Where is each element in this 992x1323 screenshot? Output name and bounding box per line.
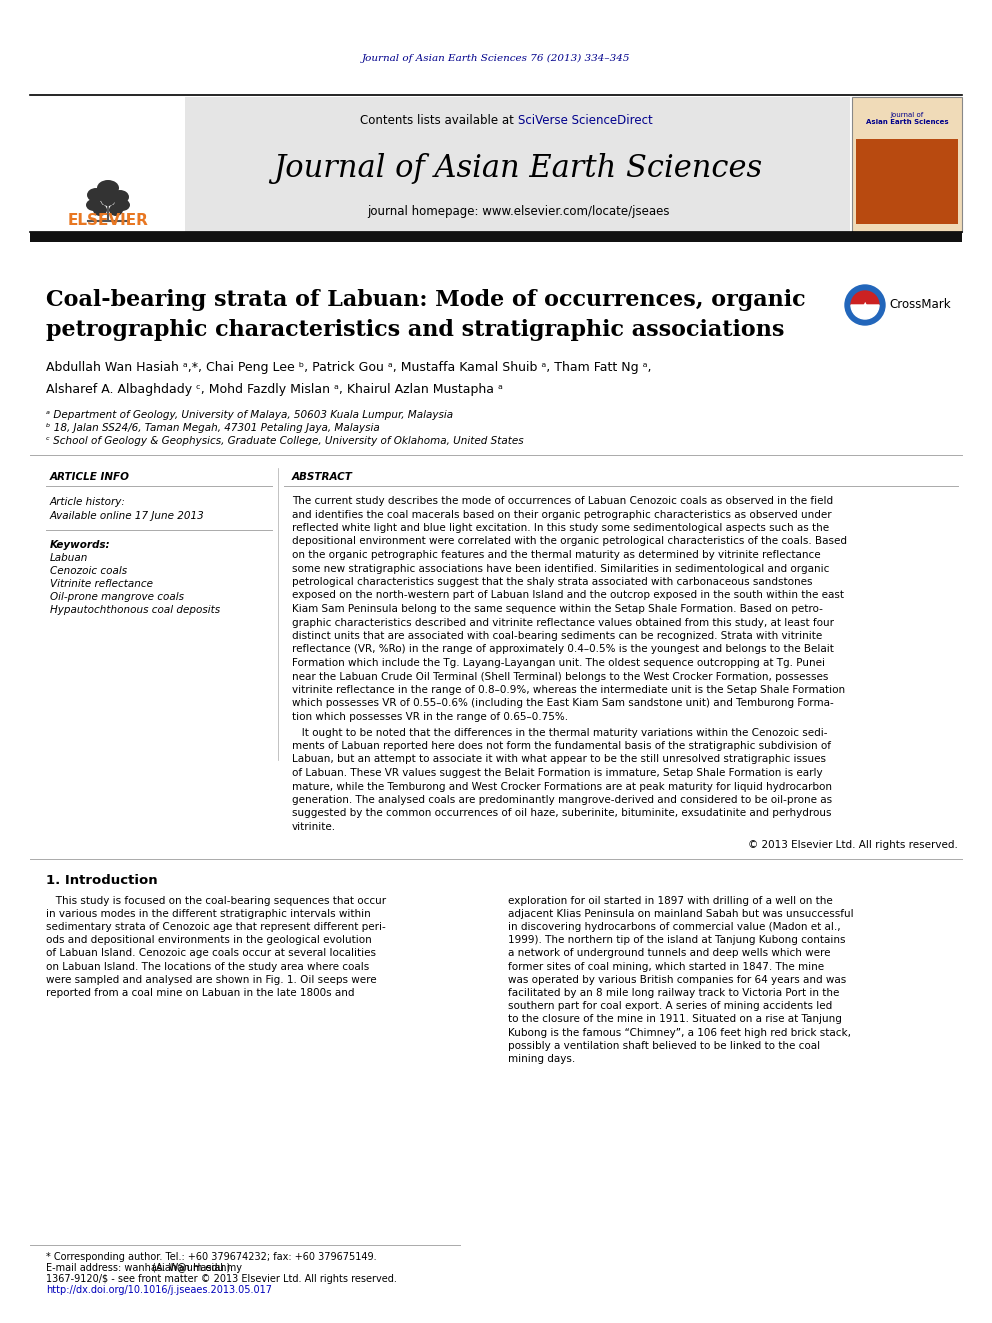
Text: Journal of: Journal of xyxy=(891,112,924,118)
Text: of Labuan. These VR values suggest the Belait Formation is immature, Setap Shale: of Labuan. These VR values suggest the B… xyxy=(292,767,822,778)
Ellipse shape xyxy=(101,194,115,206)
Text: ARTICLE INFO: ARTICLE INFO xyxy=(50,472,130,482)
Text: ELSEVIER: ELSEVIER xyxy=(67,213,149,228)
Text: Keywords:: Keywords: xyxy=(50,540,111,550)
Ellipse shape xyxy=(97,180,119,196)
Text: ᶜ School of Geology & Geophysics, Graduate College, University of Oklahoma, Unit: ᶜ School of Geology & Geophysics, Gradua… xyxy=(46,437,524,446)
Text: Oil-prone mangrove coals: Oil-prone mangrove coals xyxy=(50,591,184,602)
Text: The current study describes the mode of occurrences of Labuan Cenozoic coals as : The current study describes the mode of … xyxy=(292,496,833,505)
Text: ᵇ 18, Jalan SS24/6, Taman Megah, 47301 Petaling Jaya, Malaysia: ᵇ 18, Jalan SS24/6, Taman Megah, 47301 P… xyxy=(46,423,380,433)
Text: Article history:: Article history: xyxy=(50,497,126,507)
Ellipse shape xyxy=(111,191,129,204)
Circle shape xyxy=(845,284,885,325)
Text: 1367-9120/$ - see front matter © 2013 Elsevier Ltd. All rights reserved.: 1367-9120/$ - see front matter © 2013 El… xyxy=(46,1274,397,1285)
Text: sedimentary strata of Cenozoic age that represent different peri-: sedimentary strata of Cenozoic age that … xyxy=(46,922,386,931)
Text: adjacent Klias Peninsula on mainland Sabah but was unsuccessful: adjacent Klias Peninsula on mainland Sab… xyxy=(508,909,854,918)
Text: reflectance (VR, %Ro) in the range of approximately 0.4–0.5% is the youngest and: reflectance (VR, %Ro) in the range of ap… xyxy=(292,644,834,655)
Text: Available online 17 June 2013: Available online 17 June 2013 xyxy=(50,511,204,521)
Text: CrossMark: CrossMark xyxy=(889,299,950,311)
Text: It ought to be noted that the differences in the thermal maturity variations wit: It ought to be noted that the difference… xyxy=(292,728,827,737)
Text: E-mail address: wanhasiah@um.edu.my: E-mail address: wanhasiah@um.edu.my xyxy=(46,1263,242,1273)
Text: was operated by various British companies for 64 years and was: was operated by various British companie… xyxy=(508,975,846,984)
Ellipse shape xyxy=(87,188,105,202)
Text: depositional environment were correlated with the organic petrological character: depositional environment were correlated… xyxy=(292,537,847,546)
Text: on the organic petrographic features and the thermal maturity as determined by v: on the organic petrographic features and… xyxy=(292,550,820,560)
Text: on Labuan Island. The locations of the study area where coals: on Labuan Island. The locations of the s… xyxy=(46,962,369,971)
Text: Labuan, but an attempt to associate it with what appear to be the still unresolv: Labuan, but an attempt to associate it w… xyxy=(292,754,826,765)
Text: former sites of coal mining, which started in 1847. The mine: former sites of coal mining, which start… xyxy=(508,962,824,971)
Text: * Corresponding author. Tel.: +60 379674232; fax: +60 379675149.: * Corresponding author. Tel.: +60 379674… xyxy=(46,1252,377,1262)
Text: ▲: ▲ xyxy=(862,300,868,310)
Text: in discovering hydrocarbons of commercial value (Madon et al.,: in discovering hydrocarbons of commercia… xyxy=(508,922,840,931)
FancyBboxPatch shape xyxy=(852,97,962,232)
Text: Kiam Sam Peninsula belong to the same sequence within the Setap Shale Formation.: Kiam Sam Peninsula belong to the same se… xyxy=(292,605,823,614)
Text: 1. Introduction: 1. Introduction xyxy=(46,875,158,886)
Text: possibly a ventilation shaft believed to be linked to the coal: possibly a ventilation shaft believed to… xyxy=(508,1041,820,1050)
Text: mature, while the Temburong and West Crocker Formations are at peak maturity for: mature, while the Temburong and West Cro… xyxy=(292,782,832,791)
Text: Contents lists available at: Contents lists available at xyxy=(360,114,518,127)
Text: petrological characteristics suggest that the shaly strata associated with carbo: petrological characteristics suggest tha… xyxy=(292,577,812,587)
FancyBboxPatch shape xyxy=(856,139,958,224)
Text: southern part for coal export. A series of mining accidents led: southern part for coal export. A series … xyxy=(508,1002,832,1011)
Text: suggested by the common occurrences of oil haze, suberinite, bituminite, exsudat: suggested by the common occurrences of o… xyxy=(292,808,831,819)
Text: ments of Labuan reported here does not form the fundamental basis of the stratig: ments of Labuan reported here does not f… xyxy=(292,741,831,751)
FancyBboxPatch shape xyxy=(185,97,850,232)
Text: http://dx.doi.org/10.1016/j.jseaes.2013.05.017: http://dx.doi.org/10.1016/j.jseaes.2013.… xyxy=(46,1285,272,1295)
Text: SciVerse ScienceDirect: SciVerse ScienceDirect xyxy=(518,114,653,127)
Text: near the Labuan Crude Oil Terminal (Shell Terminal) belongs to the West Crocker : near the Labuan Crude Oil Terminal (Shel… xyxy=(292,672,828,681)
Text: graphic characteristics described and vitrinite reflectance values obtained from: graphic characteristics described and vi… xyxy=(292,618,834,627)
Text: to the closure of the mine in 1911. Situated on a rise at Tanjung: to the closure of the mine in 1911. Situ… xyxy=(508,1015,842,1024)
Text: Journal of Asian Earth Sciences: Journal of Asian Earth Sciences xyxy=(274,152,763,184)
Text: © 2013 Elsevier Ltd. All rights reserved.: © 2013 Elsevier Ltd. All rights reserved… xyxy=(748,840,958,849)
Text: of Labuan Island. Cenozoic age coals occur at several localities: of Labuan Island. Cenozoic age coals occ… xyxy=(46,949,376,958)
Text: Asian Earth Sciences: Asian Earth Sciences xyxy=(866,119,948,124)
Text: reflected white light and blue light excitation. In this study some sedimentolog: reflected white light and blue light exc… xyxy=(292,523,829,533)
Text: Coal-bearing strata of Labuan: Mode of occurrences, organic: Coal-bearing strata of Labuan: Mode of o… xyxy=(46,288,806,311)
Text: and identifies the coal macerals based on their organic petrographic characteris: and identifies the coal macerals based o… xyxy=(292,509,831,520)
Text: vitrinite.: vitrinite. xyxy=(292,822,336,832)
Text: some new stratigraphic associations have been identified. Similarities in sedime: some new stratigraphic associations have… xyxy=(292,564,829,573)
Wedge shape xyxy=(851,306,879,319)
Text: Journal of Asian Earth Sciences 76 (2013) 334–345: Journal of Asian Earth Sciences 76 (2013… xyxy=(362,53,630,62)
Ellipse shape xyxy=(93,204,107,216)
FancyBboxPatch shape xyxy=(30,232,962,242)
Text: ods and depositional environments in the geological evolution: ods and depositional environments in the… xyxy=(46,935,372,945)
Text: mining days.: mining days. xyxy=(508,1054,575,1064)
Text: This study is focused on the coal-bearing sequences that occur: This study is focused on the coal-bearin… xyxy=(46,896,386,905)
Text: a network of underground tunnels and deep wells which were: a network of underground tunnels and dee… xyxy=(508,949,830,958)
Ellipse shape xyxy=(114,198,130,210)
Text: were sampled and analysed are shown in Fig. 1. Oil seeps were: were sampled and analysed are shown in F… xyxy=(46,975,377,984)
Text: which possesses VR of 0.55–0.6% (including the East Kiam Sam sandstone unit) and: which possesses VR of 0.55–0.6% (includi… xyxy=(292,699,833,709)
Text: Cenozoic coals: Cenozoic coals xyxy=(50,566,127,576)
Text: in various modes in the different stratigraphic intervals within: in various modes in the different strati… xyxy=(46,909,371,918)
Wedge shape xyxy=(851,291,879,306)
Text: distinct units that are associated with coal-bearing sediments can be recognized: distinct units that are associated with … xyxy=(292,631,822,642)
Text: tion which possesses VR in the range of 0.65–0.75%.: tion which possesses VR in the range of … xyxy=(292,712,568,722)
Text: Vitrinite reflectance: Vitrinite reflectance xyxy=(50,579,153,589)
Ellipse shape xyxy=(86,198,102,210)
Text: vitrinite reflectance in the range of 0.8–0.9%, whereas the intermediate unit is: vitrinite reflectance in the range of 0.… xyxy=(292,685,845,695)
Text: Kubong is the famous “Chimney”, a 106 feet high red brick stack,: Kubong is the famous “Chimney”, a 106 fe… xyxy=(508,1028,851,1037)
FancyBboxPatch shape xyxy=(30,95,185,232)
Text: Labuan: Labuan xyxy=(50,553,88,564)
Text: Alsharef A. Albaghdady ᶜ, Mohd Fazdly Mislan ᵃ, Khairul Azlan Mustapha ᵃ: Alsharef A. Albaghdady ᶜ, Mohd Fazdly Mi… xyxy=(46,384,503,397)
Text: reported from a coal mine on Labuan in the late 1800s and: reported from a coal mine on Labuan in t… xyxy=(46,988,354,998)
Text: Hypautochthonous coal deposits: Hypautochthonous coal deposits xyxy=(50,605,220,615)
Text: ᵃ Department of Geology, University of Malaya, 50603 Kuala Lumpur, Malaysia: ᵃ Department of Geology, University of M… xyxy=(46,410,453,419)
Text: 1999). The northern tip of the island at Tanjung Kubong contains: 1999). The northern tip of the island at… xyxy=(508,935,845,945)
Text: (A. Wan Hasiah).: (A. Wan Hasiah). xyxy=(149,1263,233,1273)
Text: exposed on the north-western part of Labuan Island and the outcrop exposed in th: exposed on the north-western part of Lab… xyxy=(292,590,844,601)
Text: petrographic characteristics and stratigraphic associations: petrographic characteristics and stratig… xyxy=(46,319,785,341)
Text: generation. The analysed coals are predominantly mangrove-derived and considered: generation. The analysed coals are predo… xyxy=(292,795,832,804)
Ellipse shape xyxy=(109,204,123,216)
Text: journal homepage: www.elsevier.com/locate/jseaes: journal homepage: www.elsevier.com/locat… xyxy=(367,205,670,218)
Text: ABSTRACT: ABSTRACT xyxy=(292,472,353,482)
Text: Abdullah Wan Hasiah ᵃ,*, Chai Peng Lee ᵇ, Patrick Gou ᵃ, Mustaffa Kamal Shuib ᵃ,: Abdullah Wan Hasiah ᵃ,*, Chai Peng Lee ᵇ… xyxy=(46,361,652,374)
Text: facilitated by an 8 mile long railway track to Victoria Port in the: facilitated by an 8 mile long railway tr… xyxy=(508,988,839,998)
Text: Formation which include the Tg. Layang-Layangan unit. The oldest sequence outcro: Formation which include the Tg. Layang-L… xyxy=(292,658,825,668)
Text: exploration for oil started in 1897 with drilling of a well on the: exploration for oil started in 1897 with… xyxy=(508,896,832,905)
